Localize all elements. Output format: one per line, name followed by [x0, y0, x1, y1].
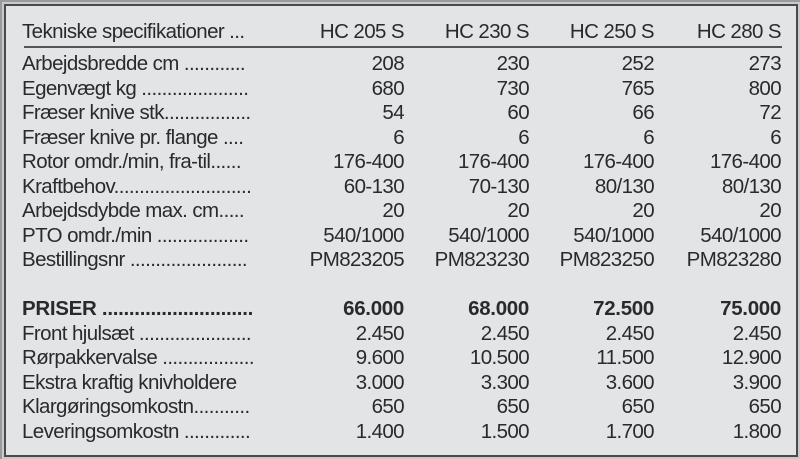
price-row: Ekstra kraftig knivholdere 3.000 3.300 3.60… — [6, 371, 796, 395]
cell-value: 208 — [371, 52, 405, 75]
cell-value: 650 — [496, 395, 530, 418]
cell-value: 20 — [632, 199, 654, 222]
cell-value: 66 — [632, 101, 654, 124]
cell-value: 6 — [518, 125, 529, 149]
row-label: Ekstra kraftig knivholdere — [22, 370, 237, 394]
spec-row: Fræser knive stk................. 54 60 66 7… — [6, 101, 796, 125]
price-row: Leveringsomkostn ............. 1.400 1.500… — [6, 420, 796, 444]
spec-row: Rotor omdr./min, fra-til...... 176-400 176… — [6, 150, 796, 174]
row-label: PTO omdr./min .................. — [22, 223, 249, 247]
row-label: PRISER ............................ — [22, 297, 253, 320]
cell-value: 176-400 — [582, 150, 655, 173]
cell-value: 72 — [759, 101, 781, 124]
cell-value: 273 — [748, 52, 782, 75]
cell-value: 10.500 — [469, 346, 530, 369]
cell-value: 730 — [496, 76, 530, 100]
cell-value: 3.600 — [605, 370, 655, 394]
cell-value: 680 — [371, 76, 405, 100]
cell-value: PM823205 — [309, 248, 405, 271]
cell-value: 54 — [382, 101, 404, 124]
cell-value: 3.300 — [480, 370, 530, 394]
header-label: Tekniske specifikationer ... — [22, 20, 245, 43]
cell-value: 765 — [621, 76, 655, 100]
spec-row: Egenvægt kg ..................... 680 730 7… — [6, 77, 796, 101]
row-label: Front hjulsæt ...................... — [22, 321, 252, 345]
spec-row: Arbejdsbredde cm ............ 208 230 252 27… — [6, 52, 796, 76]
row-label: Klargøringsomkostn........... — [22, 395, 250, 418]
row-label: Leveringsomkostn ............. — [22, 419, 251, 443]
cell-value: 800 — [748, 76, 782, 100]
model-header: HC 205 S — [319, 20, 405, 43]
cell-value: 75.000 — [720, 297, 781, 320]
cell-value: 20 — [507, 199, 529, 222]
row-label: Arbejdsbredde cm ............ — [22, 52, 246, 75]
cell-value: 9.600 — [355, 346, 405, 369]
price-row: Rørpakkervalse .................. 9.600 10… — [6, 346, 796, 370]
model-header: HC 250 S — [569, 20, 655, 43]
spec-row: PTO omdr./min .................. 540/1000… — [6, 224, 796, 248]
cell-value: 176-400 — [457, 150, 530, 173]
cell-value: 650 — [621, 395, 655, 418]
row-label: Fræser knive pr. flange .... — [22, 125, 244, 149]
cell-value: 2.450 — [480, 321, 530, 345]
cell-value: 2.450 — [355, 321, 405, 345]
cell-value: 252 — [621, 52, 655, 75]
row-label: Bestillingsnr ....................... — [22, 248, 248, 271]
cell-value: 2.450 — [732, 321, 782, 345]
row-label: Kraftbehov........................... — [22, 174, 252, 198]
price-row: Front hjulsæt ...................... 2.45… — [6, 322, 796, 346]
header-row: Tekniske specifikationer ... HC 205 S HC… — [6, 20, 796, 44]
cell-value: 540/1000 — [700, 223, 781, 247]
cell-value: 60 — [507, 101, 529, 124]
model-header: HC 280 S — [696, 20, 782, 43]
cell-value: 66.000 — [343, 297, 404, 320]
row-label: Fræser knive stk................. — [22, 101, 251, 124]
price-row: Klargøringsomkostn........... 650 650 650 65… — [6, 395, 796, 419]
cell-value: 3.900 — [732, 370, 782, 394]
cell-value: 650 — [748, 395, 782, 418]
cell-value: 68.000 — [468, 297, 529, 320]
row-label: Egenvægt kg ..................... — [22, 76, 249, 100]
cell-value: 6 — [770, 125, 781, 149]
cell-value: 1.700 — [605, 419, 655, 443]
row-label: Rotor omdr./min, fra-til...... — [22, 150, 242, 173]
cell-value: 20 — [759, 199, 781, 222]
cell-value: 540/1000 — [573, 223, 654, 247]
spec-table: Tekniske specifikationer ... HC 205 S HC… — [4, 4, 798, 457]
cell-value: 230 — [496, 52, 530, 75]
row-label: Rørpakkervalse .................. — [22, 346, 255, 369]
cell-value: 650 — [371, 395, 405, 418]
spec-row: Kraftbehov........................... 60-… — [6, 175, 796, 199]
cell-value: PM823250 — [559, 248, 655, 271]
cell-value: 540/1000 — [323, 223, 404, 247]
spec-row: Fræser knive pr. flange .... 6 6 6 6 — [6, 126, 796, 150]
cell-value: 176-400 — [709, 150, 782, 173]
spec-row: Bestillingsnr ....................... PM8… — [6, 248, 796, 272]
cell-value: 3.000 — [355, 370, 405, 394]
cell-value: 80/130 — [594, 174, 655, 198]
cell-value: 1.500 — [480, 419, 530, 443]
cell-value: 6 — [393, 125, 404, 149]
cell-value: 11.500 — [596, 346, 654, 369]
cell-value: 176-400 — [332, 150, 405, 173]
cell-value: 60-130 — [343, 174, 405, 198]
header-divider — [24, 46, 782, 48]
cell-value: 72.500 — [593, 297, 654, 320]
cell-value: 2.450 — [605, 321, 655, 345]
row-label: Arbejdsdybde max. cm..... — [22, 199, 245, 222]
cell-value: 20 — [382, 199, 404, 222]
cell-value: 12.900 — [721, 346, 782, 369]
cell-value: 80/130 — [721, 174, 782, 198]
cell-value: 1.400 — [355, 419, 405, 443]
cell-value: 6 — [643, 125, 654, 149]
cell-value: 540/1000 — [448, 223, 529, 247]
cell-value: PM823280 — [686, 248, 782, 271]
cell-value: 1.800 — [732, 419, 782, 443]
cell-value: 70-130 — [468, 174, 530, 198]
model-header: HC 230 S — [444, 20, 530, 43]
cell-value: PM823230 — [434, 248, 530, 271]
price-row: PRISER ............................ 66.00… — [6, 297, 796, 321]
spec-row: Arbejdsdybde max. cm..... 20 20 20 20 — [6, 199, 796, 223]
